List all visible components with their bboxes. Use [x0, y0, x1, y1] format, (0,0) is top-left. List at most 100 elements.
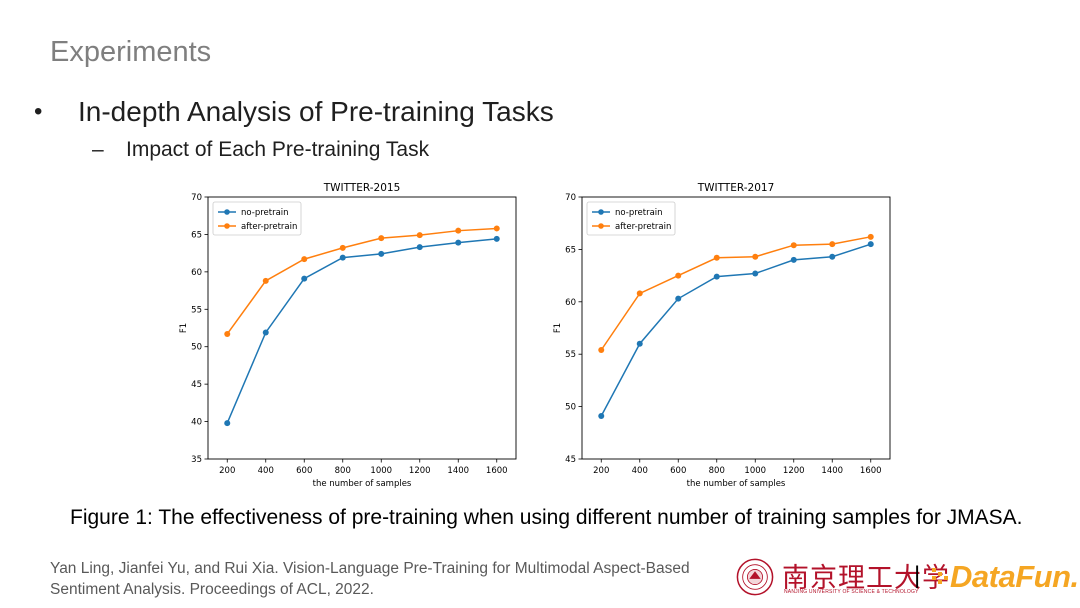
data-point-no-pretrain: [455, 239, 462, 246]
slide-title: Experiments: [50, 36, 212, 68]
x-tick-label: 1200: [783, 466, 805, 476]
y-tick-label: 45: [565, 455, 576, 465]
data-point-after-pretrain: [867, 233, 874, 240]
y-tick-label: 35: [191, 455, 202, 465]
y-tick-label: 50: [565, 403, 576, 413]
x-tick-label: 1000: [744, 466, 766, 476]
x-tick-label: 600: [670, 466, 686, 476]
series-line-no-pretrain: [600, 243, 871, 417]
citation: Yan Ling, Jianfei Yu, and Rui Xia. Visio…: [50, 558, 740, 600]
legend-label: no-pretrain: [615, 208, 663, 218]
data-point-no-pretrain: [713, 273, 720, 280]
university-seal-icon: [736, 558, 774, 596]
data-point-no-pretrain: [675, 295, 682, 302]
y-tick-label: 65: [565, 245, 576, 255]
plot-frame: [581, 196, 891, 460]
y-axis-label: F1: [553, 323, 563, 333]
citation-line-2: Sentiment Analysis. Proceedings of ACL, …: [50, 581, 374, 598]
data-point-no-pretrain: [493, 235, 500, 242]
data-point-no-pretrain: [752, 270, 759, 277]
x-tick-label: 800: [335, 466, 351, 476]
x-tick-label: 200: [593, 466, 609, 476]
data-point-no-pretrain: [378, 250, 385, 257]
chart-title: TWITTER-2015: [323, 182, 401, 194]
data-point-no-pretrain: [262, 329, 269, 336]
data-point-no-pretrain: [829, 253, 836, 260]
x-tick-label: 800: [709, 466, 725, 476]
main-bullet-text: In-depth Analysis of Pre-training Tasks: [78, 96, 554, 127]
data-point-after-pretrain: [675, 272, 682, 279]
legend-marker: [224, 223, 230, 229]
legend-label: after-pretrain: [241, 222, 297, 232]
chart-twitter-2015: TWITTER-2015 200 400 600 800 1000 1200 1400 1600…: [172, 175, 522, 493]
y-tick-label: 55: [565, 350, 576, 360]
y-tick-label: 45: [191, 380, 202, 390]
y-tick-label: 50: [191, 343, 202, 353]
series-line-after-pretrain: [600, 236, 871, 351]
bullet-symbol: •: [34, 98, 43, 125]
x-tick-label: 400: [258, 466, 274, 476]
legend-marker: [598, 209, 604, 215]
chart-svg: TWITTER-2017 200 400 600 800 1000 1200 1400 1600…: [553, 182, 891, 489]
data-point-after-pretrain: [829, 241, 836, 248]
logo-separator: |: [914, 562, 921, 589]
x-tick-label: 400: [632, 466, 648, 476]
sub-bullet-text: Impact of Each Pre-training Task: [126, 138, 430, 161]
chart-title: TWITTER-2017: [697, 182, 775, 194]
logo-area: 南京理工大学 NANJING UNIVERSITY OF SCIENCE & T…: [736, 556, 1079, 600]
data-point-after-pretrain: [598, 347, 605, 354]
x-tick-label: 1600: [860, 466, 882, 476]
datafun-logo-text: DataFun.: [950, 559, 1079, 594]
data-point-no-pretrain: [598, 413, 605, 420]
data-point-no-pretrain: [339, 254, 346, 261]
data-point-after-pretrain: [752, 253, 759, 260]
data-point-after-pretrain: [224, 330, 231, 337]
citation-line-1: Yan Ling, Jianfei Yu, and Rui Xia. Visio…: [50, 560, 690, 577]
data-point-after-pretrain: [455, 227, 462, 234]
data-point-no-pretrain: [416, 244, 423, 251]
figure-caption: Figure 1: The effectiveness of pre-train…: [70, 506, 1023, 529]
y-tick-label: 60: [191, 268, 202, 278]
university-name: 南京理工大学: [782, 563, 950, 594]
data-point-after-pretrain: [713, 254, 720, 261]
x-axis-label: the number of samples: [687, 479, 786, 489]
y-tick-label: 55: [191, 305, 202, 315]
data-point-after-pretrain: [416, 232, 423, 239]
x-tick-label: 1400: [821, 466, 843, 476]
datafun-dots-icon: [932, 568, 948, 584]
data-point-after-pretrain: [262, 277, 269, 284]
data-point-after-pretrain: [301, 256, 308, 263]
x-tick-label: 200: [219, 466, 235, 476]
x-tick-label: 1600: [486, 466, 508, 476]
x-axis-label: the number of samples: [313, 479, 412, 489]
legend-marker: [598, 223, 604, 229]
university-subtitle: NANJING UNIVERSITY OF SCIENCE & TECHNOLO…: [784, 589, 919, 595]
dash-symbol: –: [92, 138, 104, 161]
legend-marker: [224, 209, 230, 215]
data-point-no-pretrain: [301, 275, 308, 282]
legend-label: no-pretrain: [241, 208, 289, 218]
chart-twitter-2017: TWITTER-2017 200 400 600 800 1000 1200 1400 1600…: [546, 175, 896, 493]
plot-frame: [207, 196, 517, 460]
x-tick-label: 1200: [409, 466, 431, 476]
data-point-no-pretrain: [790, 256, 797, 263]
data-point-after-pretrain: [790, 242, 797, 249]
data-point-after-pretrain: [339, 244, 346, 251]
chart-svg: TWITTER-2015 200 400 600 800 1000 1200 1400 1600…: [179, 182, 517, 489]
y-tick-label: 70: [191, 193, 202, 203]
series-line-no-pretrain: [226, 238, 497, 424]
sub-bullet: – Impact of Each Pre-training Task: [92, 138, 429, 162]
data-point-after-pretrain: [493, 225, 500, 232]
data-point-after-pretrain: [378, 235, 385, 242]
data-point-no-pretrain: [636, 340, 643, 347]
y-axis-label: F1: [179, 323, 189, 333]
main-bullet: • In-depth Analysis of Pre-training Task…: [34, 96, 554, 128]
x-tick-label: 1000: [370, 466, 392, 476]
y-tick-label: 40: [191, 418, 202, 428]
data-point-no-pretrain: [867, 241, 874, 248]
legend-label: after-pretrain: [615, 222, 671, 232]
y-tick-label: 65: [191, 230, 202, 240]
y-tick-label: 70: [565, 193, 576, 203]
x-tick-label: 1400: [447, 466, 469, 476]
data-point-no-pretrain: [224, 420, 231, 427]
